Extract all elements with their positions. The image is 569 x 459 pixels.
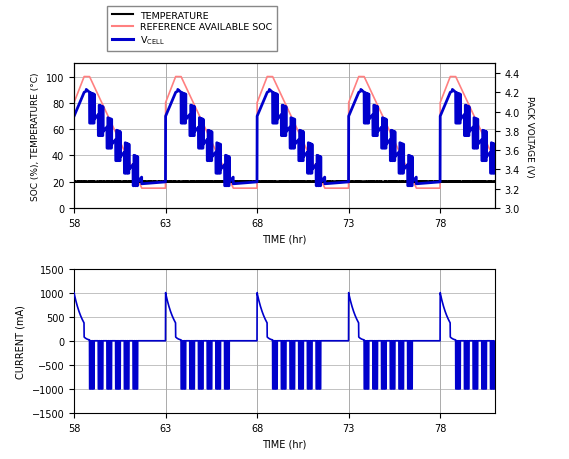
Y-axis label: SOC (%), TEMPERATURE (°C): SOC (%), TEMPERATURE (°C) <box>31 72 40 201</box>
Legend: TEMPERATURE, REFERENCE AVAILABLE SOC, V$_{\mathregular{CELL}}$: TEMPERATURE, REFERENCE AVAILABLE SOC, V$… <box>107 7 277 51</box>
X-axis label: TIME (hr): TIME (hr) <box>262 234 307 244</box>
X-axis label: TIME (hr): TIME (hr) <box>262 438 307 448</box>
Y-axis label: CURRENT (mA): CURRENT (mA) <box>16 304 26 378</box>
Y-axis label: PACK VOLTAGE (V): PACK VOLTAGE (V) <box>525 95 534 177</box>
